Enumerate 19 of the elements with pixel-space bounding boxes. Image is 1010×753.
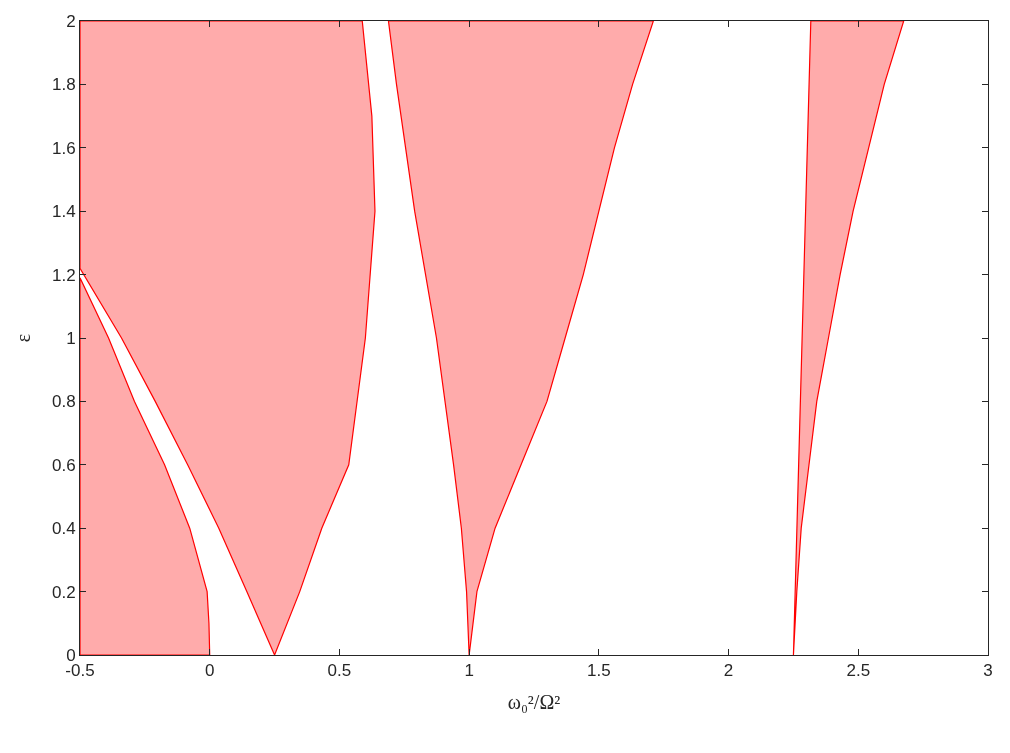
x-tick-label: 1 [464,661,474,681]
y-tick-label: 0.2 [51,582,76,602]
x-tick-label: 0.5 [327,661,352,681]
y-tick-label: 1.4 [51,202,76,222]
y-tick-label: 1.6 [51,138,76,158]
y-tick-label: 1.8 [51,75,76,95]
x-tick-label: 0 [204,661,215,681]
y-axis-title: ε [12,333,35,343]
y-tick-label: 0.8 [51,392,76,412]
y-tick-label: 2 [66,11,76,31]
x-tick-label: 2 [723,661,734,681]
y-tick-label: 1.2 [51,265,76,285]
y-tick-label: 1 [66,328,76,348]
x-tick-label: 2.5 [846,661,871,681]
y-tick-label: 0.6 [51,455,76,475]
x-tick-label: 1.5 [587,661,611,681]
y-tick-label: 0.4 [51,519,76,539]
x-tick-label: 3 [983,661,993,681]
x-axis-title: ω₀²/Ω² [507,690,561,713]
